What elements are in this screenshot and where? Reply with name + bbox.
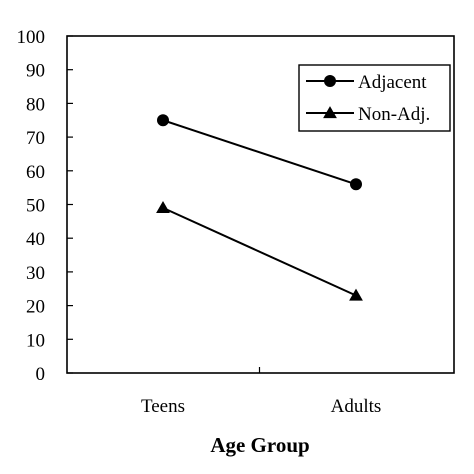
series-layer <box>156 114 363 301</box>
y-tick-label: 10 <box>26 330 45 351</box>
y-axis: 0 10 20 30 40 50 60 70 80 90 100 <box>17 27 73 385</box>
data-point-triangle <box>349 288 363 301</box>
y-tick-label: 60 <box>26 162 45 183</box>
y-tick-label: 30 <box>26 263 45 284</box>
legend-marker-triangle <box>323 106 337 119</box>
y-tick-label: 90 <box>26 61 45 82</box>
legend: Adjacent Non-Adj. <box>298 64 451 132</box>
y-tick-label: 80 <box>26 94 45 115</box>
y-tick-label: 20 <box>26 297 45 318</box>
y-tick-label: 100 <box>17 27 46 48</box>
data-point-circle <box>157 114 169 127</box>
series-triangle <box>156 201 363 301</box>
series-line <box>162 206 357 297</box>
series-circle <box>157 114 362 191</box>
data-point-triangle <box>156 201 170 213</box>
legend-label: Adjacent <box>358 72 427 93</box>
y-tick-label: 40 <box>26 229 45 250</box>
x-tick-label: Teens <box>141 396 185 417</box>
y-tick-label: 70 <box>26 128 45 149</box>
y-tick-label: 50 <box>26 196 45 217</box>
x-axis-title: Age Group <box>210 433 309 457</box>
x-tick-label: Adults <box>331 396 382 417</box>
y-tick-label: 0 <box>36 364 46 385</box>
data-point-circle <box>350 178 362 191</box>
legend-marker-circle <box>324 75 336 87</box>
series-line <box>162 119 357 186</box>
x-axis: Teens Adults <box>141 367 381 417</box>
legend-box <box>298 64 451 132</box>
legend-label: Non-Adj. <box>358 104 430 125</box>
